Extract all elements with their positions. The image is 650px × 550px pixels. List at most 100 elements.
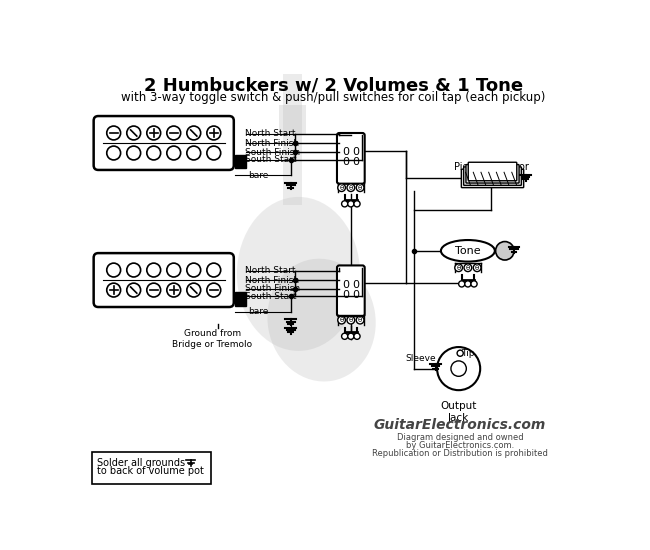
Circle shape — [167, 126, 181, 140]
Circle shape — [451, 361, 466, 376]
Text: GuitarElectronics.com: GuitarElectronics.com — [374, 418, 547, 432]
Text: 0: 0 — [352, 280, 359, 290]
Circle shape — [471, 281, 477, 287]
Circle shape — [437, 347, 480, 390]
Text: South Finish: South Finish — [244, 284, 300, 293]
Circle shape — [347, 184, 355, 191]
Circle shape — [338, 184, 345, 191]
Circle shape — [342, 333, 348, 339]
Circle shape — [127, 126, 140, 140]
Text: with 3-way toggle switch & push/pull switches for coil tap (each pickup): with 3-way toggle switch & push/pull swi… — [121, 91, 545, 103]
Circle shape — [354, 333, 360, 339]
Text: bare: bare — [248, 171, 269, 180]
Ellipse shape — [267, 258, 376, 382]
FancyBboxPatch shape — [94, 116, 234, 170]
Circle shape — [147, 146, 161, 160]
Text: 0: 0 — [352, 157, 359, 167]
Text: Republication or Distribution is prohibited: Republication or Distribution is prohibi… — [372, 449, 548, 459]
Text: North Start: North Start — [244, 129, 295, 138]
Circle shape — [187, 126, 201, 140]
Ellipse shape — [237, 197, 360, 351]
Circle shape — [457, 350, 463, 356]
Bar — [280, 104, 306, 135]
Text: Diagram designed and owned: Diagram designed and owned — [397, 432, 523, 442]
Text: South Start: South Start — [244, 156, 296, 164]
Circle shape — [107, 283, 121, 297]
Circle shape — [147, 283, 161, 297]
Circle shape — [338, 316, 345, 324]
Text: Tip: Tip — [461, 349, 474, 358]
Text: North Finish: North Finish — [244, 276, 299, 284]
Circle shape — [207, 263, 221, 277]
FancyBboxPatch shape — [462, 169, 524, 188]
Text: 0: 0 — [352, 147, 359, 157]
Circle shape — [464, 264, 472, 272]
FancyBboxPatch shape — [337, 133, 365, 184]
Circle shape — [473, 264, 481, 272]
Circle shape — [347, 316, 355, 324]
Text: 0: 0 — [343, 280, 350, 290]
Ellipse shape — [441, 240, 495, 262]
Circle shape — [465, 281, 471, 287]
Bar — [235, 293, 246, 306]
Text: θ: θ — [358, 317, 362, 323]
Circle shape — [187, 283, 201, 297]
Text: 0: 0 — [343, 147, 350, 157]
Text: 2 Humbuckers w/ 2 Volumes & 1 Tone: 2 Humbuckers w/ 2 Volumes & 1 Tone — [144, 77, 523, 95]
Text: 0: 0 — [343, 157, 350, 167]
Text: θ: θ — [456, 265, 461, 271]
Circle shape — [107, 126, 121, 140]
Circle shape — [127, 283, 140, 297]
Text: North Finish: North Finish — [244, 139, 299, 147]
Text: θ: θ — [466, 265, 470, 271]
Circle shape — [356, 316, 364, 324]
Circle shape — [167, 146, 181, 160]
Circle shape — [127, 146, 140, 160]
Circle shape — [107, 146, 121, 160]
Circle shape — [455, 264, 463, 272]
FancyBboxPatch shape — [468, 162, 517, 181]
Circle shape — [187, 263, 201, 277]
Circle shape — [459, 281, 465, 287]
Bar — [283, 74, 302, 205]
Text: 0: 0 — [343, 290, 350, 300]
FancyBboxPatch shape — [463, 167, 521, 185]
Circle shape — [207, 126, 221, 140]
Text: South Start: South Start — [244, 292, 296, 301]
Circle shape — [187, 146, 201, 160]
Circle shape — [127, 263, 140, 277]
Text: North Start: North Start — [244, 266, 295, 276]
Circle shape — [107, 263, 121, 277]
Circle shape — [207, 283, 221, 297]
Text: South Finish: South Finish — [244, 148, 300, 157]
FancyBboxPatch shape — [94, 253, 234, 307]
Text: θ: θ — [339, 317, 344, 323]
Text: Solder all grounds: Solder all grounds — [97, 458, 185, 468]
Circle shape — [342, 201, 348, 207]
Text: Output
Jack: Output Jack — [441, 401, 477, 422]
Circle shape — [356, 184, 364, 191]
FancyBboxPatch shape — [466, 164, 519, 183]
Text: Sleeve: Sleeve — [405, 354, 436, 363]
Circle shape — [147, 263, 161, 277]
Circle shape — [167, 263, 181, 277]
Circle shape — [207, 146, 221, 160]
Text: Ground from
Bridge or Tremolo: Ground from Bridge or Tremolo — [172, 329, 252, 349]
Text: θ: θ — [348, 185, 353, 191]
Text: 0: 0 — [352, 290, 359, 300]
Circle shape — [348, 333, 354, 339]
Text: θ: θ — [339, 185, 344, 191]
Text: Tone: Tone — [455, 246, 481, 256]
Bar — [235, 155, 246, 168]
Text: by GuitarElectronics.com.: by GuitarElectronics.com. — [406, 441, 514, 450]
Text: Pickup Selector: Pickup Selector — [454, 162, 528, 172]
FancyBboxPatch shape — [92, 452, 211, 484]
Text: θ: θ — [475, 265, 479, 271]
Circle shape — [354, 201, 360, 207]
Text: θ: θ — [348, 317, 353, 323]
Circle shape — [348, 201, 354, 207]
Circle shape — [147, 126, 161, 140]
Text: bare: bare — [248, 307, 269, 316]
Text: θ: θ — [358, 185, 362, 191]
Text: to back of volume pot: to back of volume pot — [97, 466, 203, 476]
